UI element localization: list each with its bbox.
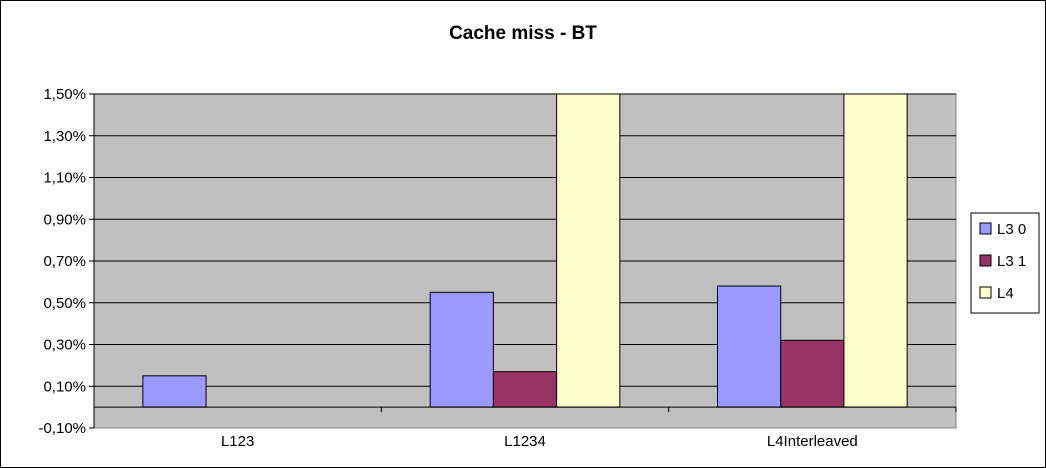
x-axis-category-labels: L123 L1234 L4Interleaved	[221, 433, 858, 450]
axes	[89, 93, 957, 429]
x-category-label: L123	[221, 433, 254, 450]
x-category-label: L1234	[504, 433, 546, 450]
legend-swatch	[979, 286, 992, 299]
y-tick-label: 1,10%	[43, 170, 86, 187]
bar-l3-0	[717, 285, 782, 408]
y-tick-label: 0,90%	[43, 211, 86, 228]
y-tick-label: -0,10%	[38, 420, 86, 437]
legend-swatch	[979, 254, 992, 267]
y-axis-tick-labels: -0,10% 0,10% 0,30% 0,50% 0,70% 0,90% 1,10% 1,30…	[38, 86, 86, 437]
legend-label: L3 0	[997, 221, 1026, 238]
y-tick-label: 0,30%	[43, 337, 86, 354]
y-tick-label: 1,30%	[43, 128, 86, 145]
bar-l3-0	[142, 375, 207, 408]
legend-swatch	[979, 222, 992, 235]
legend-label: L3 1	[997, 253, 1026, 270]
y-tick-label: 0,50%	[43, 295, 86, 312]
y-tick-label: 1,50%	[43, 86, 86, 103]
y-tick-label: 0,70%	[43, 253, 86, 270]
bar-l3-0	[429, 291, 494, 408]
legend: L3 0 L3 1 L4	[970, 212, 1040, 314]
legend-label: L4	[997, 285, 1014, 302]
bar-l4	[843, 93, 908, 408]
bars	[142, 93, 908, 408]
bar-l4	[556, 93, 621, 408]
y-tick-label: 0,10%	[43, 378, 86, 395]
bar-l3-1	[492, 371, 558, 408]
x-category-label: L4Interleaved	[767, 433, 858, 450]
chart-title: Cache miss - BT	[449, 23, 597, 44]
bar-l3-1	[780, 339, 845, 408]
